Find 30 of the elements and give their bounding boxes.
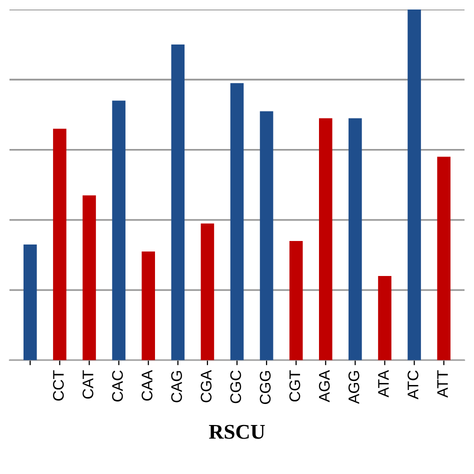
bar <box>112 100 126 360</box>
bar <box>378 276 392 360</box>
bar <box>260 111 274 360</box>
bar <box>142 252 156 360</box>
x-tick-label: CGG <box>260 371 271 404</box>
x-tick-label: ATA <box>378 370 389 398</box>
bar <box>200 223 214 360</box>
x-tick-label: CGC <box>230 370 242 404</box>
x-tick-label: CAG <box>171 371 182 402</box>
bar <box>348 118 362 360</box>
x-tick-label: CAC <box>112 370 123 402</box>
bar <box>230 83 244 360</box>
x-tick-label: CGA <box>200 370 212 402</box>
bar <box>318 118 332 360</box>
bar <box>437 156 450 360</box>
x-tick-label: CGT <box>289 370 300 402</box>
bar <box>53 128 66 360</box>
x-tick-label: CAT <box>82 370 94 399</box>
x-tick-label: ATT <box>437 370 448 398</box>
bar <box>24 244 37 360</box>
x-tick-label: ATC <box>408 370 418 400</box>
x-tick-label: AGA <box>318 370 330 402</box>
bar <box>171 44 185 360</box>
x-tick-label: CAA <box>142 370 152 401</box>
x-axis-title: RSCU <box>208 424 265 439</box>
bar <box>82 195 96 360</box>
bar <box>408 9 421 360</box>
bar <box>289 240 303 360</box>
x-tick-label: CCT <box>52 370 64 401</box>
x-tick-label: AGG <box>348 371 360 404</box>
